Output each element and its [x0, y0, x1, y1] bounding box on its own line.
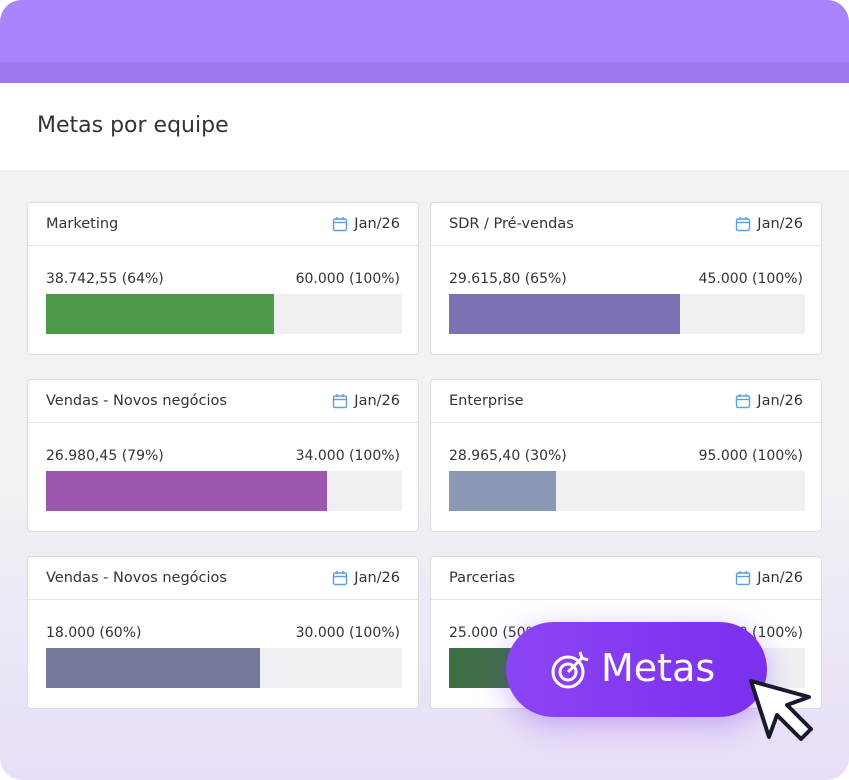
- team-card: Enterprise Jan/26 28.965,40 (30%) 95.000 (1…: [430, 379, 822, 532]
- progress-bar: [46, 648, 260, 688]
- current-value: 38.742,55 (64%): [46, 271, 164, 287]
- current-value: 26.980,45 (79%): [46, 448, 164, 464]
- period: Jan/26: [354, 216, 400, 232]
- progress-bar: [449, 294, 681, 334]
- progress-track: [46, 648, 402, 688]
- progress-track: [449, 471, 805, 511]
- progress-track: [46, 294, 402, 334]
- card-header: Vendas - Novos negócios Jan/26: [28, 380, 418, 423]
- period: Jan/26: [354, 393, 400, 409]
- calendar-icon: [332, 216, 348, 236]
- target-value: 34.000 (100%): [295, 448, 400, 464]
- calendar-icon: [332, 393, 348, 413]
- progress-bar: [46, 294, 274, 334]
- header-strip: [0, 62, 849, 83]
- target-value: 95.000 (100%): [698, 448, 803, 464]
- current-value: 29.615,80 (65%): [449, 271, 567, 287]
- team-name: Vendas - Novos negócios: [46, 570, 227, 586]
- team-name: Parcerias: [449, 570, 515, 586]
- period: Jan/26: [354, 570, 400, 586]
- title-bar: Metas por equipe: [0, 83, 849, 170]
- calendar-icon: [735, 393, 751, 413]
- current-value: 28.965,40 (30%): [449, 448, 567, 464]
- period: Jan/26: [757, 570, 803, 586]
- calendar-icon: [735, 570, 751, 590]
- card-header: Parcerias Jan/26: [431, 557, 821, 600]
- button-label[interactable]: Metas: [601, 646, 716, 690]
- team-card: SDR / Pré-vendas Jan/26 29.615,80 (65%) 45.…: [430, 202, 822, 355]
- card-header: Marketing Jan/26: [28, 203, 418, 246]
- calendar-icon: [332, 570, 348, 590]
- card-header: Enterprise Jan/26: [431, 380, 821, 423]
- target-value: 30.000 (100%): [295, 625, 400, 641]
- team-card: Vendas - Novos negócios Jan/26 18.000 (60%…: [27, 556, 419, 709]
- team-name: Marketing: [46, 216, 119, 232]
- calendar-icon: [735, 216, 751, 236]
- team-card: Vendas - Novos negócios Jan/26 26.980,45 (…: [27, 379, 419, 532]
- progress-track: [449, 294, 805, 334]
- progress-track: [46, 471, 402, 511]
- progress-bar: [449, 471, 556, 511]
- team-name: Vendas - Novos negócios: [46, 393, 227, 409]
- cursor: [749, 679, 813, 741]
- target-icon: [551, 651, 589, 689]
- target-value: 60.000 (100%): [295, 271, 400, 287]
- header-band: [0, 0, 849, 62]
- current-value: 18.000 (60%): [46, 625, 142, 641]
- card-header: SDR / Pré-vendas Jan/26: [431, 203, 821, 246]
- target-value: 45.000 (100%): [698, 271, 803, 287]
- period: Jan/26: [757, 216, 803, 232]
- card-header: Vendas - Novos negócios Jan/26: [28, 557, 418, 600]
- page-title: Metas por equipe: [37, 113, 229, 138]
- team-name: Enterprise: [449, 393, 524, 409]
- progress-bar: [46, 471, 328, 511]
- team-card: Marketing Jan/26 38.742,55 (64%) 60.000 (10…: [27, 202, 419, 355]
- period: Jan/26: [757, 393, 803, 409]
- team-name: SDR / Pré-vendas: [449, 216, 574, 232]
- metas-button[interactable]: Metas: [506, 622, 767, 717]
